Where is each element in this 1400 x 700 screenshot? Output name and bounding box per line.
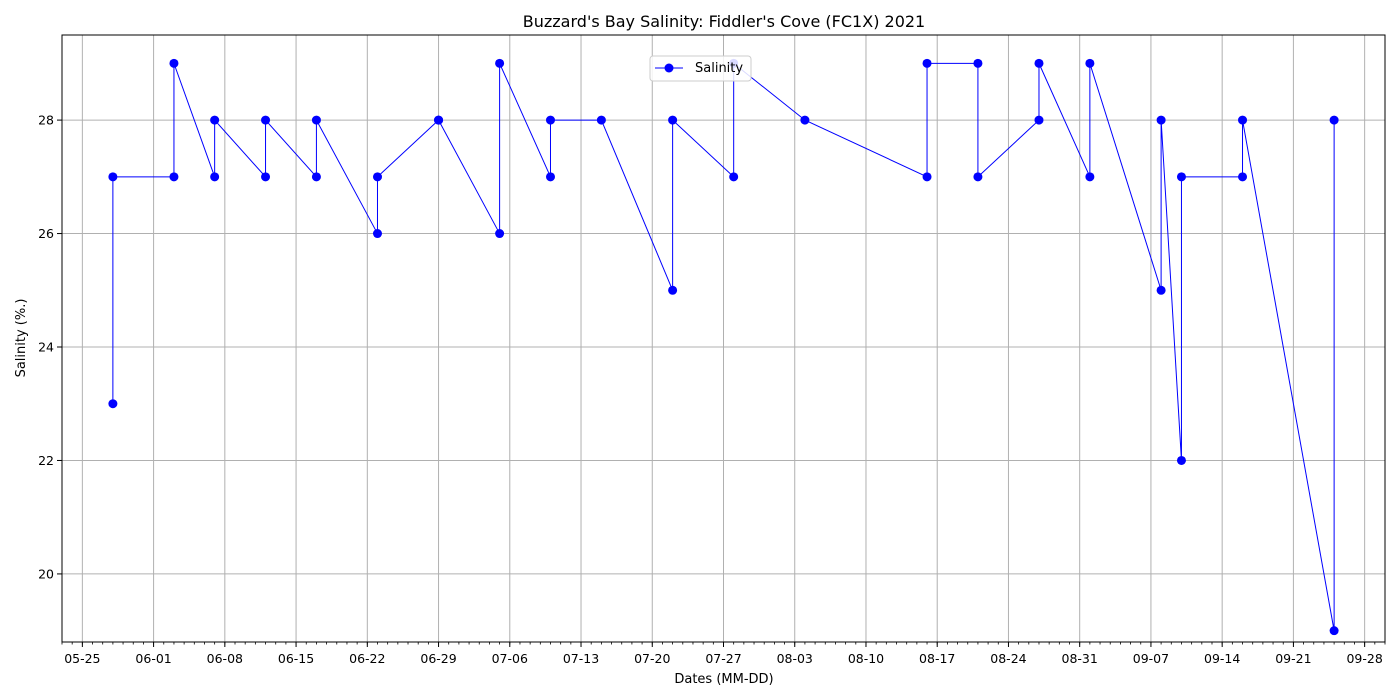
data-point bbox=[108, 172, 118, 182]
x-axis-label: Dates (MM-DD) bbox=[674, 672, 773, 687]
data-point bbox=[1329, 115, 1339, 125]
data-point bbox=[1034, 115, 1044, 125]
x-tick-label: 08-10 bbox=[848, 651, 884, 666]
data-point bbox=[108, 399, 118, 409]
data-point bbox=[729, 172, 739, 182]
data-point bbox=[372, 229, 382, 239]
salinity-series bbox=[108, 58, 1339, 636]
data-point bbox=[545, 115, 555, 125]
x-tick-label: 08-03 bbox=[777, 651, 813, 666]
x-tick-label: 07-27 bbox=[705, 651, 741, 666]
x-tick-label: 07-20 bbox=[634, 651, 670, 666]
data-point bbox=[922, 172, 932, 182]
data-point bbox=[1176, 455, 1186, 465]
plot-frame bbox=[61, 34, 1386, 643]
data-point bbox=[1329, 626, 1339, 636]
data-point bbox=[169, 172, 179, 182]
x-tick-label: 06-08 bbox=[207, 651, 243, 666]
x-tick-label: 08-17 bbox=[919, 651, 955, 666]
x-tick-label: 06-22 bbox=[349, 651, 385, 666]
legend-box bbox=[649, 55, 752, 82]
data-point bbox=[1156, 285, 1166, 295]
grid-lines bbox=[62, 35, 1385, 642]
data-point bbox=[169, 58, 179, 68]
chart-title: Buzzard's Bay Salinity: Fiddler's Cove (… bbox=[523, 12, 925, 31]
x-tick-label: 08-31 bbox=[1062, 651, 1098, 666]
data-point bbox=[973, 172, 983, 182]
x-tick-label: 08-24 bbox=[990, 651, 1026, 666]
data-point bbox=[1085, 58, 1095, 68]
data-point bbox=[596, 115, 606, 125]
data-point bbox=[495, 58, 505, 68]
y-tick-label: 26 bbox=[38, 226, 54, 241]
axis-ticks: 05-25 06-01 06-08 06-15 06-22 06-29 07-06 07-13… bbox=[38, 113, 1386, 666]
data-point bbox=[210, 115, 220, 125]
x-tick-label: 09-28 bbox=[1346, 651, 1382, 666]
data-point bbox=[545, 172, 555, 182]
data-point bbox=[210, 172, 220, 182]
y-tick-label: 22 bbox=[38, 453, 54, 468]
x-tick-label: 06-29 bbox=[420, 651, 456, 666]
x-tick-label: 06-15 bbox=[278, 651, 314, 666]
x-tick-label: 05-25 bbox=[64, 651, 100, 666]
y-axis-label: Salinity (%.) bbox=[14, 299, 29, 378]
data-point bbox=[1238, 115, 1248, 125]
x-tick-label: 09-07 bbox=[1133, 651, 1169, 666]
y-tick-label: 24 bbox=[38, 340, 54, 355]
y-tick-label: 20 bbox=[38, 566, 54, 581]
legend-marker-icon bbox=[664, 63, 674, 73]
y-tick-label: 28 bbox=[38, 113, 54, 128]
data-point bbox=[1034, 58, 1044, 68]
x-tick-label: 07-06 bbox=[492, 651, 528, 666]
x-tick-label: 07-13 bbox=[563, 651, 599, 666]
x-tick-label: 09-14 bbox=[1204, 651, 1240, 666]
data-point bbox=[1156, 115, 1166, 125]
data-point bbox=[311, 172, 321, 182]
data-point bbox=[495, 229, 505, 239]
data-point bbox=[311, 115, 321, 125]
x-tick-label: 09-21 bbox=[1275, 651, 1311, 666]
data-point bbox=[1176, 172, 1186, 182]
data-point bbox=[668, 115, 678, 125]
data-point bbox=[372, 172, 382, 182]
data-point bbox=[668, 285, 678, 295]
legend: Salinity bbox=[649, 55, 752, 82]
data-point bbox=[434, 115, 444, 125]
data-point bbox=[261, 115, 271, 125]
data-point bbox=[1238, 172, 1248, 182]
data-point bbox=[261, 172, 271, 182]
x-tick-label: 06-01 bbox=[135, 651, 171, 666]
data-point bbox=[800, 115, 810, 125]
data-point bbox=[922, 58, 932, 68]
legend-series-label: Salinity bbox=[695, 61, 743, 76]
data-point bbox=[1085, 172, 1095, 182]
data-point bbox=[973, 58, 983, 68]
